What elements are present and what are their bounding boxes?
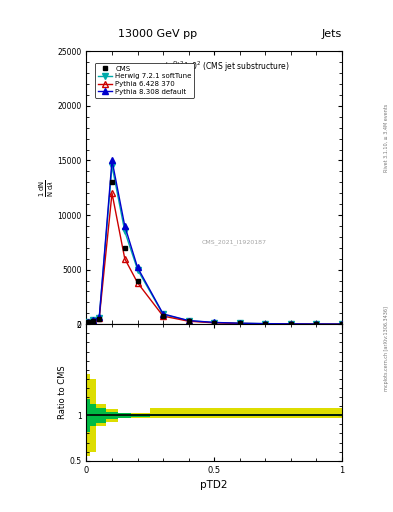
Pythia 8.308 default [161,311,165,317]
Herwig 7.2.1 softTune [237,320,242,326]
Pythia 6.428 370 [186,318,191,324]
Line: Pythia 6.428 370: Pythia 6.428 370 [85,190,345,327]
Herwig 7.2.1 softTune [90,317,95,324]
Pythia 8.308 default [135,264,140,270]
Text: mcplots.cern.ch [arXiv:1306.3436]: mcplots.cern.ch [arXiv:1306.3436] [384,306,389,391]
CMS [135,278,140,284]
Pythia 8.308 default [314,321,319,327]
Text: 13000 GeV pp: 13000 GeV pp [118,29,197,39]
Pythia 8.308 default [186,317,191,324]
CMS [288,321,293,327]
Pythia 8.308 default [237,320,242,326]
Pythia 6.428 370 [314,321,319,327]
Pythia 6.428 370 [85,319,90,325]
Pythia 6.428 370 [90,318,95,324]
Pythia 6.428 370 [97,315,101,322]
CMS [263,321,268,327]
Y-axis label: $\frac{1}{\mathrm{N}}\frac{\mathrm{d}\mathrm{N}}{\mathrm{d}\lambda}$: $\frac{1}{\mathrm{N}}\frac{\mathrm{d}\ma… [38,179,56,197]
Pythia 6.428 370 [135,280,140,286]
Pythia 6.428 370 [288,321,293,327]
Herwig 7.2.1 softTune [161,311,165,317]
Pythia 6.428 370 [212,320,217,326]
Pythia 8.308 default [340,321,344,327]
Herwig 7.2.1 softTune [212,319,217,326]
Text: $(p_T^D)^2\lambda\_0^2$ (CMS jet substructure): $(p_T^D)^2\lambda\_0^2$ (CMS jet substru… [164,59,290,74]
Pythia 8.308 default [110,157,114,163]
Pythia 8.308 default [90,317,95,324]
Herwig 7.2.1 softTune [340,321,344,327]
CMS [110,179,114,185]
Line: CMS: CMS [86,180,344,326]
Herwig 7.2.1 softTune [314,321,319,327]
CMS [237,321,242,327]
Text: Rivet 3.1.10, ≥ 3.4M events: Rivet 3.1.10, ≥ 3.4M events [384,104,389,173]
CMS [212,319,217,326]
CMS [314,321,319,327]
Y-axis label: Ratio to CMS: Ratio to CMS [58,366,67,419]
Herwig 7.2.1 softTune [110,163,114,169]
Pythia 6.428 370 [123,255,127,262]
Pythia 8.308 default [123,223,127,229]
Pythia 8.308 default [288,321,293,327]
CMS [97,316,101,322]
Pythia 6.428 370 [110,190,114,196]
Herwig 7.2.1 softTune [263,321,268,327]
Line: Herwig 7.2.1 softTune: Herwig 7.2.1 softTune [85,163,345,327]
Text: Jets: Jets [321,29,342,39]
CMS [123,245,127,251]
Pythia 6.428 370 [161,313,165,319]
Pythia 8.308 default [97,314,101,321]
CMS [90,318,95,324]
Pythia 8.308 default [212,319,217,326]
Pythia 8.308 default [263,321,268,327]
CMS [85,319,90,325]
Herwig 7.2.1 softTune [123,228,127,234]
Pythia 8.308 default [85,319,90,325]
Line: Pythia 8.308 default: Pythia 8.308 default [85,158,345,327]
Herwig 7.2.1 softTune [288,321,293,327]
CMS [161,312,165,318]
Legend: CMS, Herwig 7.2.1 softTune, Pythia 6.428 370, Pythia 8.308 default: CMS, Herwig 7.2.1 softTune, Pythia 6.428… [95,63,194,98]
Herwig 7.2.1 softTune [97,315,101,321]
Herwig 7.2.1 softTune [85,319,90,325]
CMS [186,318,191,324]
Pythia 6.428 370 [263,321,268,327]
Pythia 6.428 370 [340,321,344,327]
Herwig 7.2.1 softTune [186,318,191,324]
X-axis label: pTD2: pTD2 [200,480,228,490]
Herwig 7.2.1 softTune [135,267,140,273]
CMS [340,321,344,327]
Text: CMS_2021_I1920187: CMS_2021_I1920187 [202,240,267,245]
Pythia 6.428 370 [237,321,242,327]
